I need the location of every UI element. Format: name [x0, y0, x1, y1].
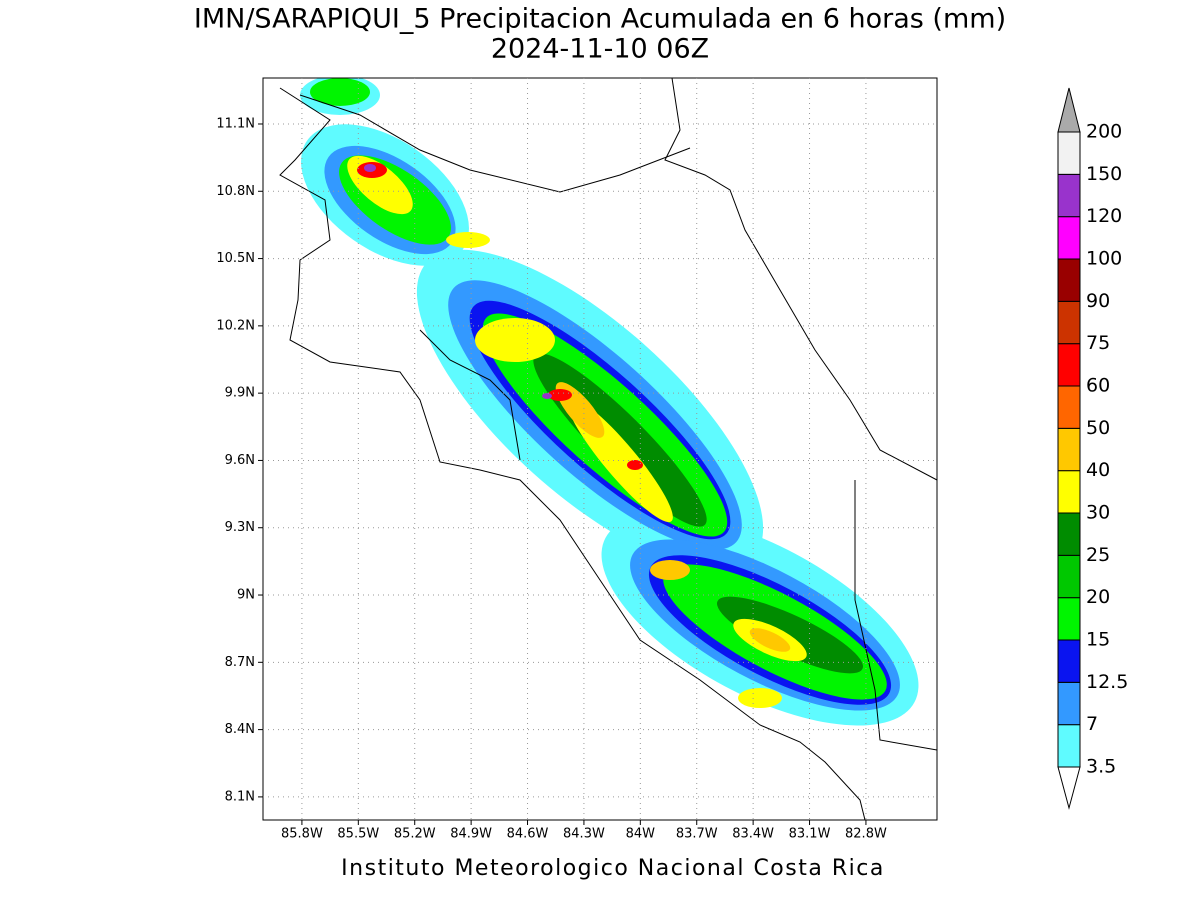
colorbar-box — [1057, 173, 1081, 218]
x-tick-label: 83.7W — [676, 827, 718, 842]
x-tick-label: 85.2W — [394, 827, 436, 842]
y-tick-label: 10.8N — [216, 184, 255, 199]
colorbar-label: 120 — [1086, 205, 1122, 227]
colorbar-box — [1057, 216, 1081, 260]
precip-field — [300, 78, 919, 726]
colorbar-label: 50 — [1086, 417, 1110, 439]
colorbar-box — [1057, 300, 1081, 345]
colorbar-label: 60 — [1086, 375, 1110, 397]
x-tick-label: 83.1W — [789, 827, 831, 842]
colorbar-over — [1057, 87, 1081, 133]
y-tick-label: 8.1N — [225, 789, 255, 804]
colorbar-label: 20 — [1086, 586, 1110, 608]
colorbar-box — [1057, 639, 1081, 683]
colorbar-box — [1057, 512, 1081, 556]
map-frame — [262, 77, 938, 821]
colorbar-box — [1057, 343, 1081, 387]
y-tick-label: 8.7N — [225, 655, 255, 670]
colorbar-label: 15 — [1086, 629, 1110, 651]
coastlines — [279, 78, 937, 820]
colorbar-label: 90 — [1086, 290, 1110, 312]
colorbar-box — [1057, 681, 1081, 726]
x-tick-label: 84.3W — [563, 827, 605, 842]
colorbar-label: 12.5 — [1086, 671, 1128, 693]
x-tick-label: 85.5W — [337, 827, 379, 842]
x-tick-label: 84.6W — [507, 827, 549, 842]
title: IMN/SARAPIQUI_5 Precipitacion Acumulada … — [194, 4, 1006, 35]
y-tick-label: 10.2N — [216, 318, 255, 333]
x-tick-label: 83.4W — [732, 827, 774, 842]
subtitle: 2024-11-10 06Z — [491, 34, 709, 65]
colorbar-box — [1057, 427, 1081, 472]
colorbar-box — [1057, 131, 1081, 175]
y-tick-label: 9N — [237, 588, 255, 603]
colorbar-label: 100 — [1086, 248, 1122, 270]
colorbar-label: 30 — [1086, 502, 1110, 524]
colorbar-label: 25 — [1086, 544, 1110, 566]
colorbar-label: 200 — [1086, 121, 1122, 143]
footer: Instituto Meteorologico Nacional Costa R… — [341, 856, 885, 881]
x-tick-label: 85.8W — [281, 827, 323, 842]
y-tick-label: 8.4N — [225, 722, 255, 737]
y-tick-label: 10.5N — [216, 251, 255, 266]
colorbar-box — [1057, 554, 1081, 599]
x-tick-label: 84.9W — [450, 827, 492, 842]
x-tick-label: 84W — [626, 827, 656, 842]
colorbar-label: 3.5 — [1086, 756, 1116, 778]
colorbar-box — [1057, 385, 1081, 429]
colorbar-box — [1057, 597, 1081, 641]
colorbar-label: 7 — [1086, 713, 1098, 735]
y-tick-label: 9.6N — [225, 453, 255, 468]
y-tick-label: 9.9N — [225, 386, 255, 401]
y-tick-label: 11.1N — [216, 116, 255, 131]
colorbar-box — [1057, 258, 1081, 302]
colorbar-label: 40 — [1086, 459, 1110, 481]
colorbar-box — [1057, 724, 1081, 768]
x-tick-label: 82.8W — [845, 827, 887, 842]
y-tick-label: 9.3N — [225, 520, 255, 535]
colorbar-box — [1057, 470, 1081, 514]
colorbar-label: 150 — [1086, 163, 1122, 185]
colorbar-label: 75 — [1086, 332, 1110, 354]
colorbar-under — [1057, 766, 1081, 810]
